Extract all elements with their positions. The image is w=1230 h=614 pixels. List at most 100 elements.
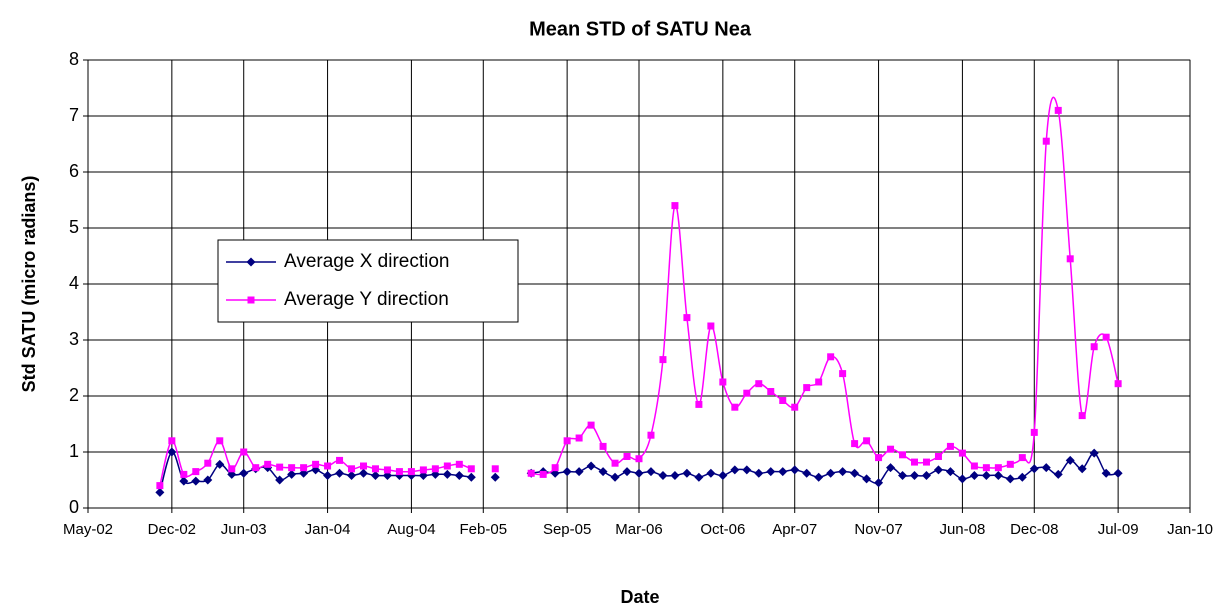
- data-point: [539, 470, 547, 478]
- data-point: [731, 403, 739, 411]
- data-point: [1078, 412, 1086, 420]
- data-point: [598, 467, 608, 477]
- y-tick-label: 5: [69, 217, 79, 237]
- data-point: [886, 463, 896, 473]
- data-point: [934, 452, 942, 460]
- data-point: [887, 445, 895, 453]
- data-point: [874, 478, 884, 488]
- data-point: [718, 471, 728, 481]
- data-point: [312, 460, 320, 468]
- y-tick-label: 0: [69, 497, 79, 517]
- data-point: [970, 462, 978, 470]
- data-point: [658, 471, 668, 481]
- data-point: [754, 468, 764, 478]
- data-point: [586, 461, 596, 471]
- data-point: [945, 467, 955, 477]
- x-tick-label: Apr-07: [772, 521, 817, 538]
- data-point: [240, 448, 248, 456]
- data-point: [803, 384, 811, 392]
- data-point: [1089, 448, 1099, 458]
- data-point: [766, 467, 776, 477]
- data-point: [359, 468, 368, 478]
- x-tick-label: May-02: [63, 521, 113, 538]
- data-point: [933, 465, 943, 475]
- data-point: [634, 468, 644, 478]
- data-point: [1005, 474, 1015, 484]
- data-point: [192, 468, 200, 476]
- x-tick-label: Jan-04: [305, 521, 351, 538]
- x-tick-label: Nov-07: [854, 521, 902, 538]
- data-point: [683, 314, 691, 322]
- data-point: [622, 467, 632, 477]
- data-point: [276, 463, 284, 471]
- data-point: [647, 431, 655, 439]
- data-point: [179, 476, 189, 486]
- data-point: [168, 437, 176, 445]
- data-point: [323, 471, 333, 481]
- x-tick-label: Jun-08: [939, 521, 985, 538]
- data-point: [215, 459, 225, 469]
- data-point: [695, 400, 703, 408]
- data-point: [863, 437, 871, 445]
- data-point: [611, 459, 619, 467]
- data-point: [1065, 455, 1075, 465]
- data-point: [156, 482, 164, 490]
- y-tick-label: 3: [69, 329, 79, 349]
- data-point: [921, 471, 931, 481]
- data-point: [1101, 468, 1111, 478]
- data-point: [742, 465, 752, 475]
- data-point: [922, 458, 930, 466]
- data-point: [204, 459, 212, 467]
- data-point: [1029, 464, 1039, 474]
- y-tick-label: 1: [69, 441, 79, 461]
- x-tick-label: Aug-04: [387, 521, 435, 538]
- data-point: [682, 468, 692, 478]
- legend-label: Average X direction: [284, 251, 449, 272]
- data-point: [563, 437, 571, 445]
- x-tick-label: Dec-02: [148, 521, 196, 538]
- x-tick-label: Mar-06: [615, 521, 663, 538]
- data-point: [228, 465, 236, 473]
- data-point: [730, 465, 740, 475]
- data-point: [180, 470, 188, 478]
- data-point: [551, 464, 559, 472]
- data-point: [467, 465, 475, 473]
- data-point: [1006, 460, 1014, 468]
- data-point: [958, 449, 966, 457]
- data-point: [623, 452, 631, 460]
- data-point: [993, 471, 1003, 481]
- data-point: [826, 468, 836, 478]
- data-point: [191, 476, 201, 486]
- data-point: [994, 464, 1002, 472]
- data-point: [203, 475, 213, 485]
- data-point: [802, 468, 812, 478]
- data-point: [694, 472, 704, 482]
- data-point: [1102, 333, 1110, 341]
- data-point: [635, 455, 643, 463]
- x-tick-label: Jul-09: [1098, 521, 1139, 538]
- chart-title: Mean STD of SATU Nea: [529, 18, 752, 40]
- data-point: [1042, 137, 1050, 145]
- data-point: [957, 474, 967, 484]
- legend-label: Average Y direction: [284, 289, 449, 310]
- data-point: [1114, 380, 1122, 388]
- data-point: [1066, 255, 1074, 263]
- data-point: [288, 464, 296, 472]
- data-point: [443, 462, 451, 470]
- data-point: [239, 468, 249, 478]
- data-point: [982, 464, 990, 472]
- data-point: [911, 458, 918, 466]
- data-point: [562, 467, 572, 477]
- data-point: [431, 465, 439, 473]
- data-point: [370, 471, 380, 481]
- data-point: [455, 460, 463, 468]
- data-point: [574, 467, 584, 477]
- data-point: [1090, 343, 1098, 351]
- data-point: [827, 353, 835, 361]
- data-point: [490, 472, 500, 482]
- data-point: [707, 322, 715, 330]
- data-point: [360, 462, 367, 470]
- data-point: [755, 380, 763, 388]
- data-point: [838, 467, 848, 477]
- data-point: [706, 468, 716, 478]
